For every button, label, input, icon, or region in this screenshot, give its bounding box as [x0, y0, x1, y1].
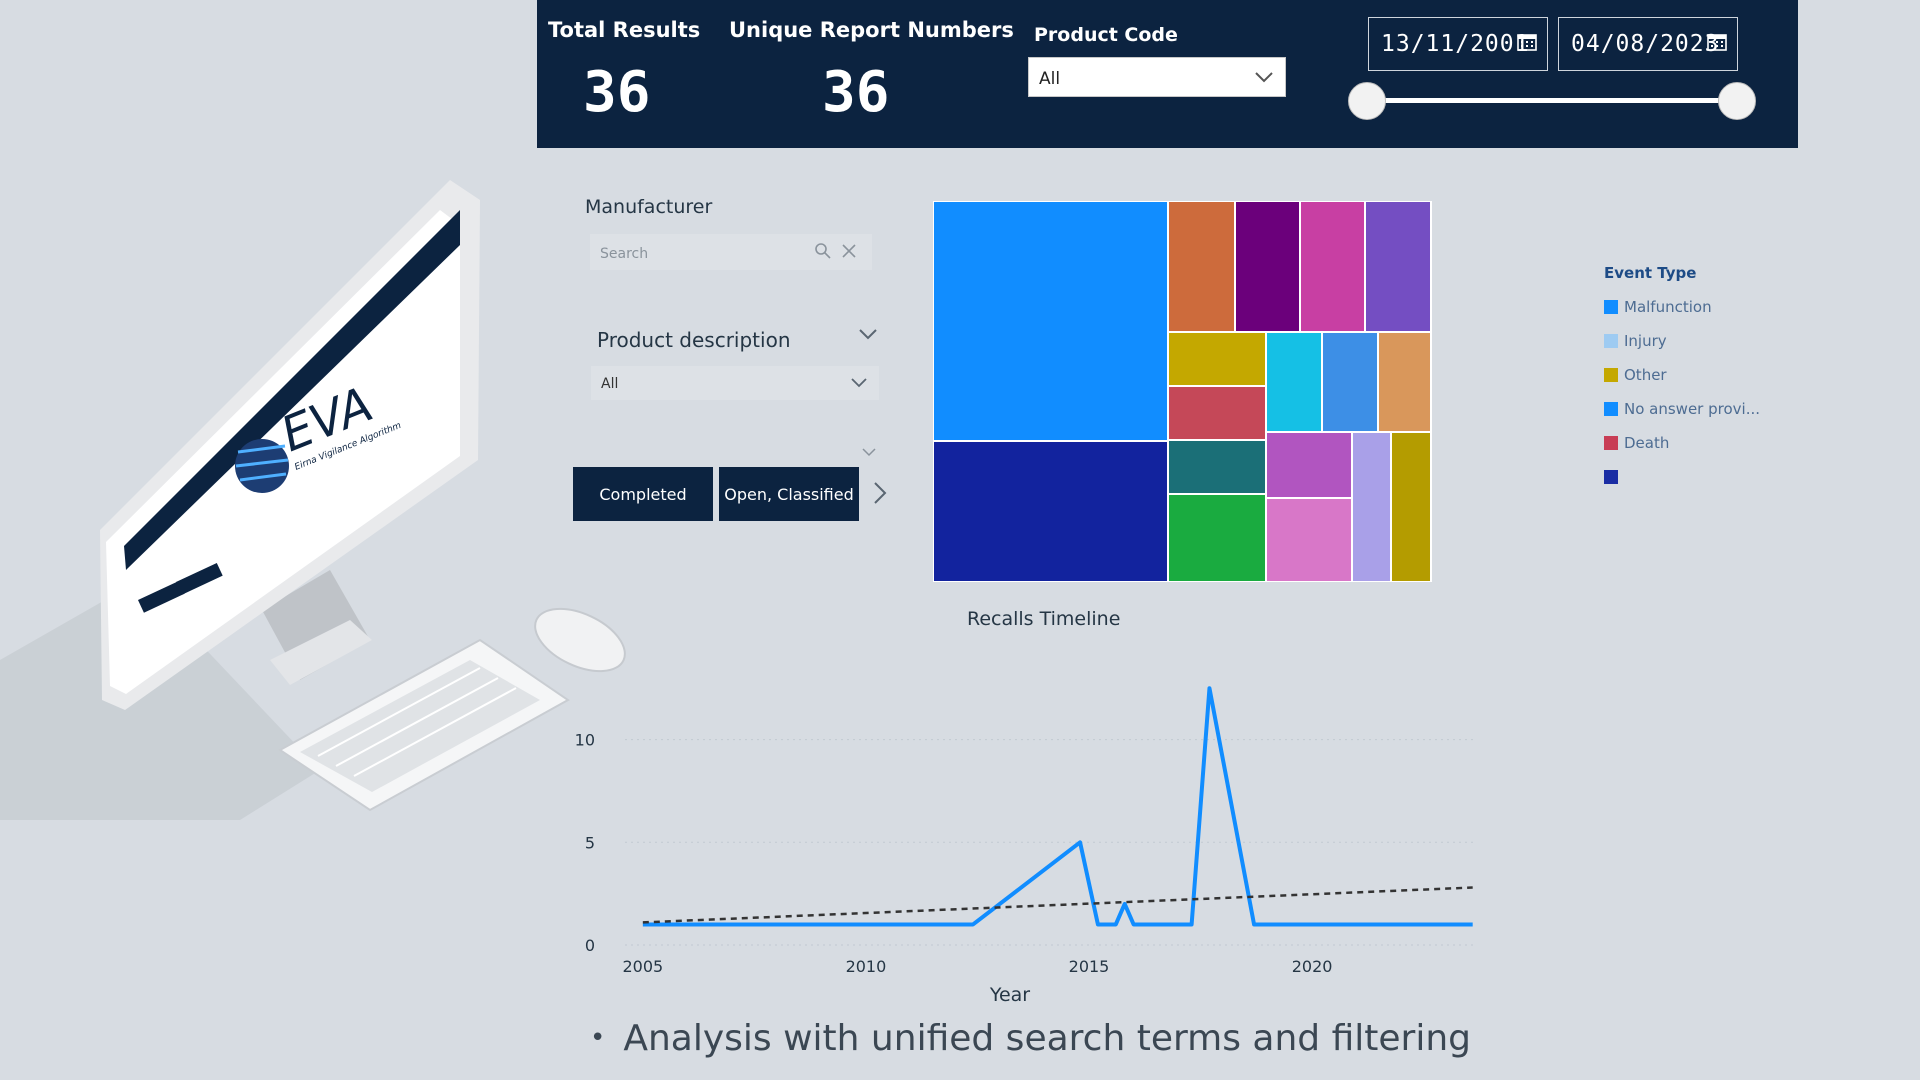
search-placeholder: Search	[600, 246, 649, 262]
end-date-input[interactable]: 04/08/2023	[1558, 17, 1738, 71]
calendar-icon[interactable]	[1517, 32, 1537, 58]
treemap-tile[interactable]	[1265, 331, 1323, 433]
legend-item[interactable]: Malfunction	[1604, 290, 1760, 324]
start-date-value: 13/11/2001	[1381, 31, 1530, 57]
product-code-label: Product Code	[1034, 24, 1178, 46]
legend-swatch	[1604, 334, 1618, 348]
status-chip-open-classified[interactable]: Open, Classified	[719, 467, 859, 521]
total-results-label: Total Results	[548, 18, 701, 42]
event-type-treemap	[933, 201, 1432, 582]
treemap-tile[interactable]	[933, 201, 1169, 442]
bullet-point: • Analysis with unified search terms and …	[590, 1018, 1471, 1059]
unique-report-numbers-label: Unique Report Numbers	[729, 18, 1014, 42]
treemap-tile[interactable]	[933, 440, 1169, 582]
treemap-tile[interactable]	[1364, 201, 1432, 333]
treemap-legend: Event Type Malfunction Injury Other No answ…	[1604, 264, 1760, 494]
total-results-value: 36	[583, 60, 651, 125]
calendar-icon[interactable]	[1707, 32, 1727, 58]
chevron-down-icon[interactable]	[857, 325, 879, 347]
y-tick-label: 10	[575, 731, 595, 750]
legend-title: Event Type	[1604, 264, 1697, 282]
computer-illustration: EVA Eirna Vigilance Algorithm	[0, 180, 626, 820]
x-tick-label: 2015	[1069, 957, 1110, 976]
kpi-header-bar: Total Results 36 Unique Report Numbers 3…	[537, 0, 1798, 148]
legend-swatch	[1604, 402, 1618, 416]
treemap-tile[interactable]	[1351, 431, 1392, 582]
treemap-tile[interactable]	[1167, 493, 1267, 582]
legend-swatch	[1604, 470, 1618, 484]
legend-item[interactable]: Injury	[1604, 324, 1760, 358]
legend-label: Malfunction	[1624, 298, 1712, 316]
recalls-timeline-chart: 0 5 10 2005 2010 2015 2020 Year	[575, 686, 1475, 1006]
y-tick-label: 5	[585, 833, 595, 852]
unique-report-numbers-value: 36	[822, 60, 890, 125]
legend-item[interactable]	[1604, 460, 1760, 494]
treemap-tile[interactable]	[1390, 431, 1432, 582]
x-axis-label: Year	[989, 984, 1030, 1006]
chart-title: Recalls Timeline	[967, 608, 1121, 630]
legend-swatch	[1604, 300, 1618, 314]
treemap-tile[interactable]	[1167, 331, 1267, 387]
chevron-down-icon	[849, 374, 869, 396]
treemap-tile[interactable]	[1377, 331, 1432, 433]
x-tick-label: 2005	[622, 957, 663, 976]
treemap-tile[interactable]	[1167, 439, 1267, 495]
series-line[interactable]	[642, 686, 1473, 927]
x-tick-label: 2020	[1292, 957, 1333, 976]
treemap-tile[interactable]	[1167, 201, 1236, 333]
start-date-input[interactable]: 13/11/2001	[1368, 17, 1548, 71]
legend-swatch	[1604, 436, 1618, 450]
legend-label: Injury	[1624, 332, 1667, 350]
chevron-right-icon[interactable]	[871, 480, 889, 510]
treemap-tile[interactable]	[1167, 385, 1267, 441]
search-icon[interactable]	[814, 242, 832, 264]
status-chip-completed[interactable]: Completed	[573, 467, 713, 521]
date-slider-end-handle[interactable]	[1718, 82, 1756, 120]
treemap-tile[interactable]	[1265, 431, 1353, 499]
treemap-tile[interactable]	[1299, 201, 1366, 333]
chevron-down-icon[interactable]	[861, 443, 877, 462]
legend-label: No answer provi...	[1624, 400, 1760, 418]
product-code-select[interactable]: All	[1028, 57, 1286, 97]
date-slider-start-handle[interactable]	[1348, 82, 1386, 120]
y-tick-label: 0	[585, 936, 595, 955]
x-tick-label: 2010	[846, 957, 887, 976]
end-date-value: 04/08/2023	[1571, 31, 1720, 57]
bullet-text: Analysis with unified search terms and f…	[623, 1018, 1471, 1059]
legend-swatch	[1604, 368, 1618, 382]
date-range-slider-track[interactable]	[1366, 98, 1738, 103]
bullet-dot: •	[590, 1023, 606, 1053]
treemap-tile[interactable]	[1265, 497, 1353, 582]
clear-icon[interactable]	[840, 242, 858, 264]
treemap-tile[interactable]	[1321, 331, 1379, 433]
legend-label: Other	[1624, 366, 1667, 384]
product-description-label: Product description	[597, 328, 791, 352]
manufacturer-label: Manufacturer	[585, 196, 713, 218]
legend-item[interactable]: Other	[1604, 358, 1760, 392]
legend-label: Death	[1624, 434, 1670, 452]
legend-item[interactable]: No answer provi...	[1604, 392, 1760, 426]
product-code-selected: All	[1039, 69, 1061, 89]
trend-line	[642, 886, 1473, 924]
product-description-selected: All	[601, 376, 619, 392]
chevron-down-icon	[1253, 67, 1275, 92]
product-description-select[interactable]: All	[591, 366, 879, 400]
treemap-tile[interactable]	[1234, 201, 1301, 333]
legend-item[interactable]: Death	[1604, 426, 1760, 460]
manufacturer-search-input[interactable]: Search	[590, 234, 872, 270]
